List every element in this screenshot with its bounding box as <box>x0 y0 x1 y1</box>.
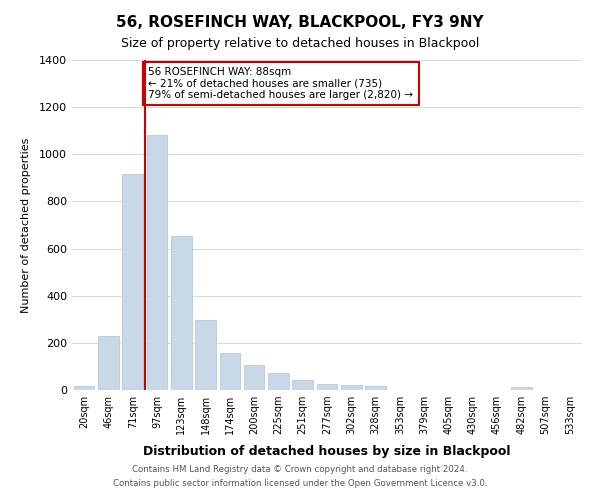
Y-axis label: Number of detached properties: Number of detached properties <box>20 138 31 312</box>
Text: Size of property relative to detached houses in Blackpool: Size of property relative to detached ho… <box>121 38 479 51</box>
Bar <box>292 380 313 390</box>
Text: 56 ROSEFINCH WAY: 88sqm
← 21% of detached houses are smaller (735)
79% of semi-d: 56 ROSEFINCH WAY: 88sqm ← 21% of detache… <box>149 67 413 100</box>
Bar <box>146 136 167 390</box>
Bar <box>195 320 216 390</box>
Bar <box>365 386 386 390</box>
Bar <box>122 174 143 390</box>
Bar <box>341 386 362 390</box>
Bar <box>317 384 337 390</box>
X-axis label: Distribution of detached houses by size in Blackpool: Distribution of detached houses by size … <box>143 446 511 458</box>
Bar <box>171 236 191 390</box>
Bar <box>268 373 289 390</box>
Text: 56, ROSEFINCH WAY, BLACKPOOL, FY3 9NY: 56, ROSEFINCH WAY, BLACKPOOL, FY3 9NY <box>116 15 484 30</box>
Bar <box>244 364 265 390</box>
Bar <box>220 353 240 390</box>
Text: Contains HM Land Registry data © Crown copyright and database right 2024.
Contai: Contains HM Land Registry data © Crown c… <box>113 466 487 487</box>
Bar <box>74 386 94 390</box>
Bar <box>98 336 119 390</box>
Bar <box>511 387 532 390</box>
